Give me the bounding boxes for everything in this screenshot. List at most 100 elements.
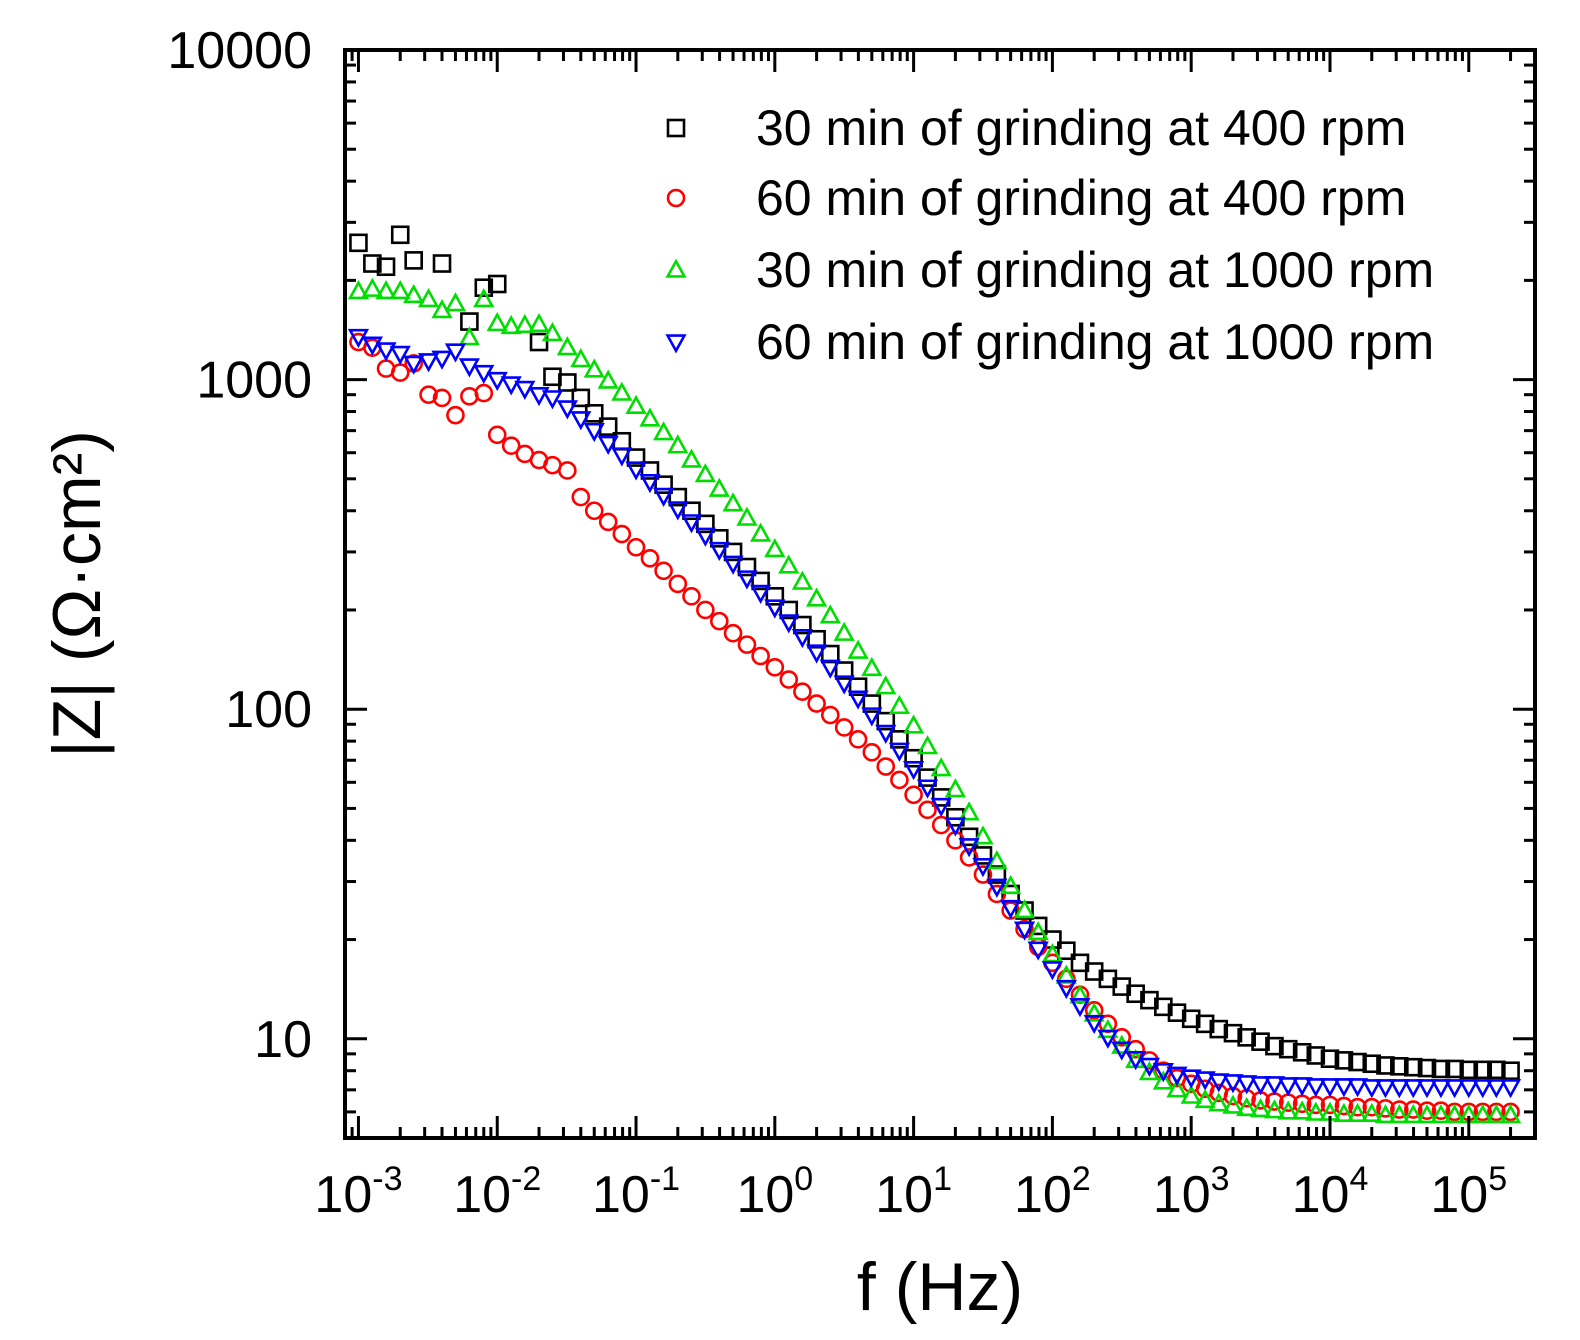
data-point bbox=[847, 639, 869, 659]
data-point bbox=[931, 788, 951, 807]
data-point bbox=[1194, 1071, 1216, 1091]
data-point bbox=[1416, 1104, 1438, 1124]
data-point bbox=[1166, 1066, 1188, 1086]
data-point bbox=[888, 742, 911, 762]
data-point bbox=[390, 225, 410, 245]
data-point bbox=[1152, 1063, 1174, 1083]
data-point bbox=[1459, 1060, 1479, 1080]
data-point bbox=[1390, 1057, 1409, 1076]
data-point bbox=[1041, 961, 1064, 981]
data-point bbox=[708, 477, 730, 497]
data-point bbox=[556, 400, 578, 420]
data-point bbox=[1209, 1019, 1229, 1039]
data-point bbox=[1430, 1079, 1452, 1099]
legend-marker bbox=[665, 258, 687, 278]
data-point bbox=[558, 373, 577, 392]
data-point bbox=[1361, 1102, 1383, 1123]
data-point bbox=[890, 730, 909, 749]
data-point bbox=[556, 336, 578, 356]
data-point bbox=[916, 779, 939, 799]
data-point bbox=[403, 355, 425, 375]
data-point bbox=[918, 768, 937, 787]
legend-label: 30 min of grinding at 1000 rpm bbox=[756, 242, 1434, 298]
x-tick-label: 102 bbox=[1014, 1160, 1091, 1224]
data-point bbox=[446, 405, 465, 425]
data-point bbox=[487, 425, 507, 445]
legend-item: 30 min of grinding at 1000 rpm bbox=[665, 242, 1434, 298]
data-point bbox=[876, 711, 896, 731]
data-point bbox=[1362, 1097, 1382, 1117]
data-point bbox=[541, 322, 564, 342]
data-point bbox=[876, 757, 896, 776]
data-point bbox=[751, 646, 770, 666]
data-point bbox=[778, 614, 800, 634]
data-point bbox=[1388, 1079, 1410, 1099]
data-point bbox=[1333, 1102, 1355, 1123]
data-point bbox=[875, 724, 897, 744]
data-point bbox=[1291, 1077, 1313, 1097]
data-point bbox=[1277, 1077, 1299, 1097]
data-point bbox=[514, 313, 536, 334]
data-point bbox=[1138, 1061, 1161, 1081]
data-point bbox=[444, 292, 467, 312]
data-point bbox=[500, 376, 522, 396]
data-point bbox=[944, 817, 966, 837]
data-point bbox=[722, 555, 744, 575]
data-marks-layer bbox=[347, 225, 1522, 1124]
data-point bbox=[501, 436, 521, 456]
plot-frame bbox=[343, 48, 1537, 1140]
data-point bbox=[694, 527, 716, 547]
data-point bbox=[958, 838, 980, 858]
data-point bbox=[1249, 1098, 1272, 1118]
data-point bbox=[1194, 1088, 1216, 1109]
data-point bbox=[1126, 984, 1145, 1004]
data-point bbox=[779, 670, 799, 689]
data-point bbox=[1402, 1079, 1424, 1099]
data-point bbox=[1472, 1079, 1494, 1099]
data-point bbox=[807, 629, 826, 649]
data-point bbox=[571, 388, 591, 408]
x-tick-label: 105 bbox=[1430, 1160, 1507, 1224]
data-point bbox=[1348, 1097, 1367, 1117]
series-4 bbox=[347, 328, 1522, 1099]
data-point bbox=[779, 600, 799, 620]
data-point bbox=[890, 770, 909, 790]
data-point bbox=[1346, 1102, 1369, 1123]
data-point bbox=[444, 343, 467, 363]
data-point bbox=[987, 865, 1007, 884]
data-point bbox=[1346, 1078, 1369, 1098]
data-point bbox=[653, 421, 675, 441]
data-point bbox=[419, 385, 438, 404]
data-point bbox=[500, 314, 522, 335]
data-point bbox=[1501, 1061, 1520, 1081]
data-point bbox=[668, 487, 688, 507]
data-point bbox=[723, 623, 743, 643]
legend-label: 60 min of grinding at 400 rpm bbox=[756, 170, 1406, 226]
legend-item: 60 min of grinding at 1000 rpm bbox=[665, 314, 1434, 370]
data-point bbox=[750, 522, 772, 542]
data-point bbox=[958, 801, 980, 821]
data-point bbox=[1443, 1104, 1466, 1124]
data-point bbox=[570, 411, 592, 431]
data-point bbox=[1403, 1057, 1423, 1077]
data-point bbox=[375, 342, 397, 362]
data-point bbox=[361, 277, 383, 297]
data-point bbox=[682, 587, 701, 606]
data-point bbox=[1222, 1074, 1244, 1094]
x-tick-label: 100 bbox=[736, 1160, 813, 1224]
data-point bbox=[417, 353, 440, 373]
data-point bbox=[1473, 1060, 1493, 1080]
data-point bbox=[682, 501, 701, 521]
data-point bbox=[680, 514, 703, 534]
data-point bbox=[793, 615, 812, 635]
data-point bbox=[389, 345, 411, 365]
data-point bbox=[764, 599, 786, 619]
data-point bbox=[1083, 1014, 1105, 1035]
data-point bbox=[1402, 1104, 1424, 1124]
data-point bbox=[1374, 1104, 1397, 1124]
data-point bbox=[1278, 1039, 1298, 1059]
data-point bbox=[1180, 1084, 1202, 1104]
data-point bbox=[986, 850, 1008, 870]
data-point bbox=[1166, 1078, 1188, 1098]
